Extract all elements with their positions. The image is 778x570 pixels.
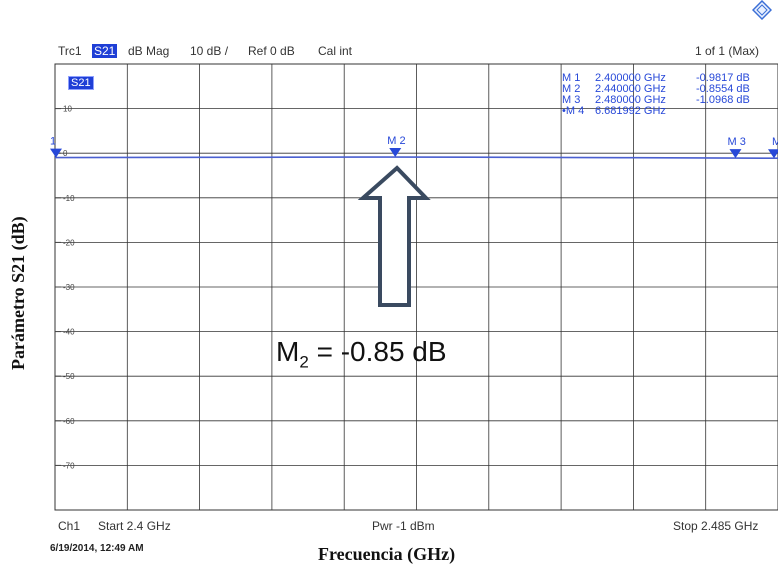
y-tick-label: 10 — [63, 105, 72, 114]
reference-level: Ref 0 dB — [248, 44, 295, 58]
y-tick-label: 0 — [63, 149, 68, 158]
trace-label-s21: S21 — [68, 76, 94, 90]
marker-triangle — [389, 148, 402, 158]
marker-triangle — [768, 149, 778, 159]
stop-frequency: Stop 2.485 GHz — [673, 519, 759, 533]
rohde-schwarz-logo — [752, 0, 772, 20]
scale-per-div: 10 dB / — [190, 44, 229, 58]
m2-annotation-sub: 2 — [299, 352, 309, 372]
timestamp: 6/19/2014, 12:49 AM — [50, 543, 144, 554]
marker-readout-label: M 3 — [562, 94, 581, 106]
y-tick-label: -50 — [63, 372, 75, 381]
marker-label: M 2 — [387, 135, 405, 147]
marker-readout-value: -0.9817 dB — [696, 72, 750, 84]
page-indicator: 1 of 1 (Max) — [695, 44, 760, 58]
marker-readout-label: M 1 — [562, 72, 581, 84]
y-tick-label: -30 — [63, 283, 75, 292]
marker-readout-label: M 2 — [562, 83, 581, 95]
y-tick-label: -10 — [63, 194, 75, 203]
marker-triangle — [50, 148, 62, 158]
y-tick-label: -70 — [63, 461, 75, 470]
pointer-arrow — [357, 165, 431, 307]
y-tick-label: -60 — [63, 417, 75, 426]
marker-triangle — [729, 149, 742, 159]
m2-annotation: M2 = -0.85 dB — [276, 336, 447, 373]
calibration-status: Cal int — [318, 44, 353, 58]
source-power: Pwr -1 dBm — [372, 519, 435, 533]
marker-readout-frequency: 2.440000 GHz — [595, 83, 666, 95]
marker-label: M — [772, 136, 778, 148]
y-axis-label: Parámetro S21 (dB) — [8, 216, 28, 370]
trace-s21 — [54, 156, 778, 159]
y-tick-label: -40 — [63, 328, 75, 337]
x-axis-label: Frecuencia (GHz) — [318, 544, 456, 564]
marker-readout-value: -1.0968 dB — [696, 94, 750, 106]
channel-label: Ch1 — [58, 519, 81, 533]
marker-label: 1 — [50, 136, 56, 148]
marker-readout-frequency: 2.400000 GHz — [595, 72, 666, 84]
trace-parameter-badge[interactable]: S21 — [92, 44, 118, 58]
marker-label: M 3 — [727, 136, 745, 148]
m2-annotation-value: = -0.85 dB — [308, 336, 447, 367]
y-tick-label: -20 — [63, 238, 75, 247]
marker-readout-frequency: 6.681992 GHz — [595, 105, 666, 117]
trace-id: Trc1 — [58, 44, 82, 58]
marker-readout-label: •M 4 — [562, 105, 585, 117]
display-format: dB Mag — [128, 44, 170, 58]
marker-readout-frequency: 2.480000 GHz — [595, 94, 666, 106]
start-frequency: Start 2.4 GHz — [98, 519, 171, 533]
m2-annotation-main: M — [276, 336, 300, 367]
marker-readout-value: -0.8554 dB — [696, 83, 750, 95]
